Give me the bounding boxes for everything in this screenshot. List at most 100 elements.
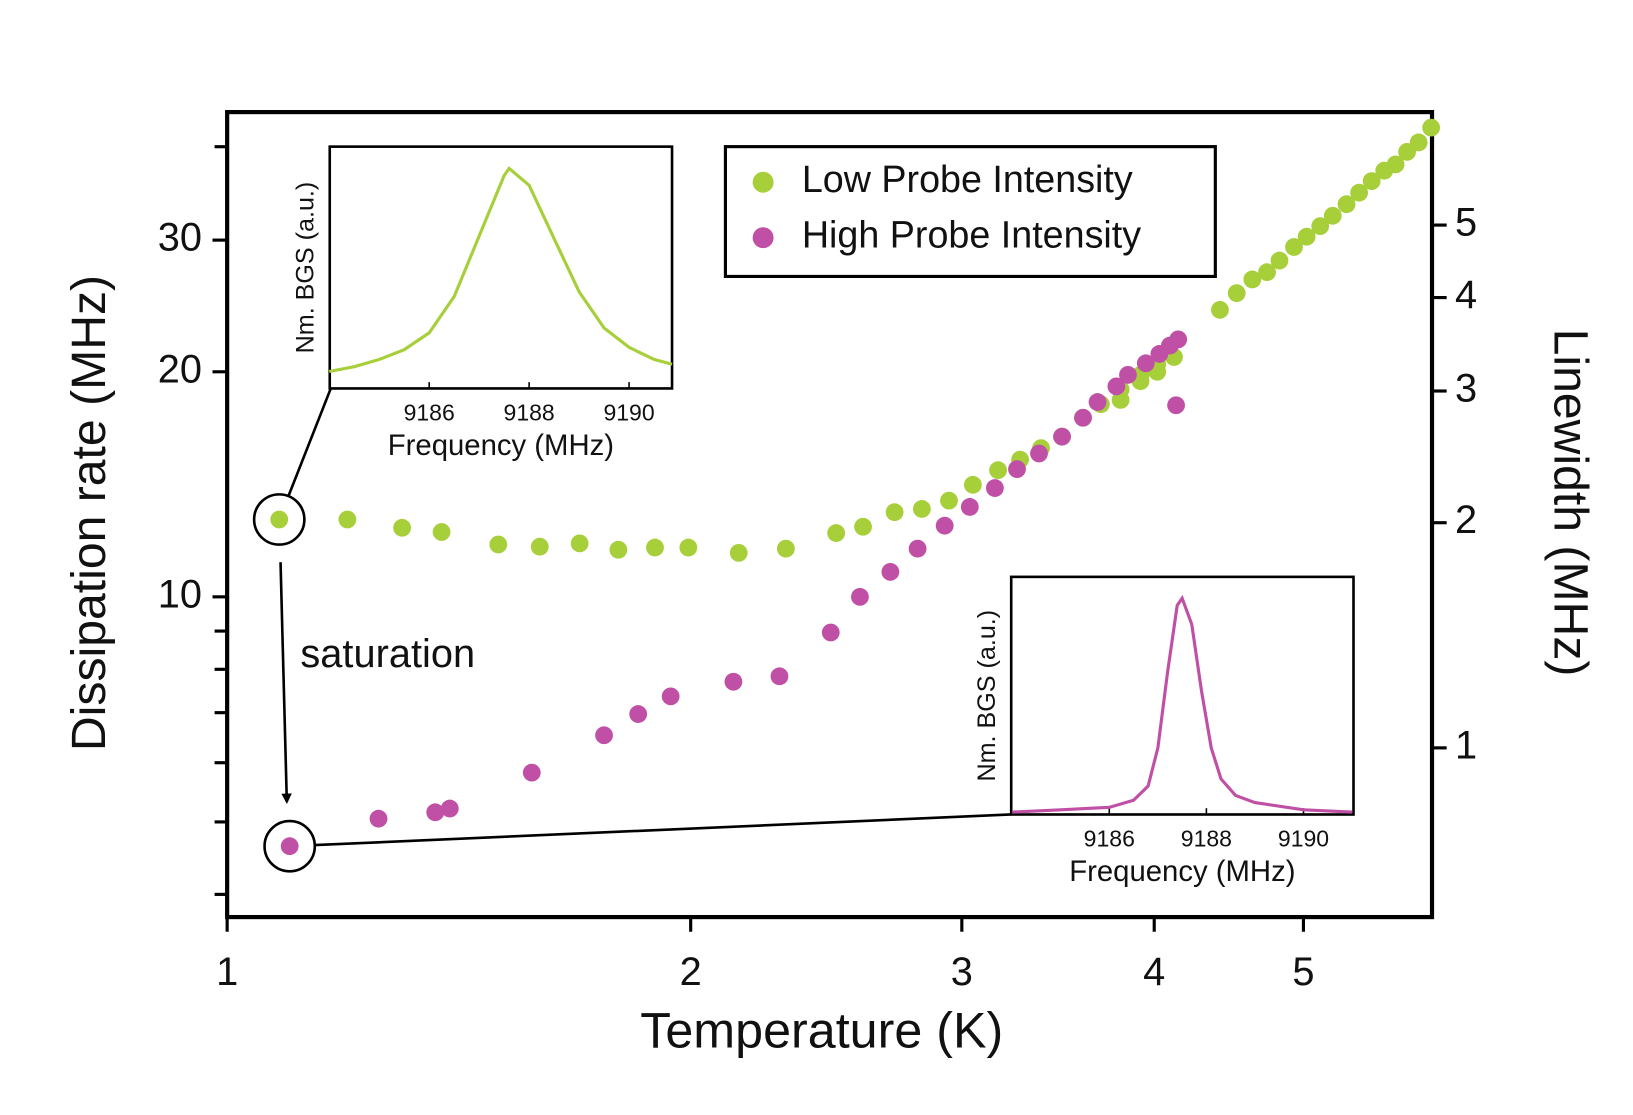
inset-x-tick-label: 9188 <box>1181 826 1232 852</box>
data-point <box>935 516 954 535</box>
x-axis-title: Temperature (K) <box>640 1003 1003 1059</box>
y-tick-label: 30 <box>158 216 202 260</box>
data-point <box>270 510 289 529</box>
callout-circle <box>263 819 317 873</box>
data-point <box>629 705 648 723</box>
y-tick-label: 10 <box>158 572 202 616</box>
legend-marker <box>752 227 774 249</box>
data-point <box>595 726 613 745</box>
data-point <box>1270 251 1289 270</box>
inset-frame <box>1009 575 1355 816</box>
callout-line <box>287 387 333 497</box>
data-point <box>770 667 789 686</box>
data-point <box>530 537 549 556</box>
data-point <box>1311 217 1330 236</box>
data-point <box>661 687 680 706</box>
data-point <box>1030 444 1048 463</box>
inset-x-tick-label: 9188 <box>504 400 555 426</box>
legend-box <box>723 145 1217 279</box>
data-point <box>426 803 445 822</box>
inset-x-title: Frequency (MHz) <box>1069 855 1295 888</box>
data-point <box>1107 377 1126 396</box>
data-point <box>940 491 958 510</box>
data-point <box>1422 118 1441 137</box>
data-point <box>960 498 979 516</box>
y2-tick-label: 5 <box>1455 201 1477 245</box>
data-point <box>1227 284 1246 303</box>
data-point <box>1258 263 1276 282</box>
data-point <box>1323 206 1342 225</box>
data-point <box>1053 427 1071 446</box>
y2-tick-label: 1 <box>1455 723 1477 767</box>
data-point <box>1111 391 1130 409</box>
x-tick-label: 4 <box>1143 950 1165 994</box>
y-axis-title: Dissipation rate (MHz) <box>62 275 116 751</box>
data-point <box>393 518 411 537</box>
data-point <box>908 539 927 558</box>
data-point <box>1337 195 1356 214</box>
data-point <box>489 535 508 554</box>
data-point <box>1008 460 1026 479</box>
data-point <box>1088 393 1107 411</box>
data-point <box>570 534 589 553</box>
data-point <box>1243 270 1262 289</box>
data-point <box>1136 354 1155 373</box>
data-point <box>989 461 1007 480</box>
data-point <box>679 538 698 557</box>
inset-curve <box>328 166 673 374</box>
inset-x-tick-label: 9190 <box>603 400 654 426</box>
plot-frame <box>225 109 1435 920</box>
callout-line <box>314 813 1012 847</box>
x-tick-label: 2 <box>680 950 702 994</box>
saturation-arrow <box>279 562 292 805</box>
data-point <box>609 540 628 559</box>
data-point <box>1350 183 1368 202</box>
y2-axis-title: Linewidth (MHz) <box>1543 329 1597 677</box>
data-point <box>776 539 795 558</box>
data-point <box>1119 365 1137 384</box>
data-point <box>885 503 904 522</box>
data-point <box>1362 172 1381 190</box>
data-point <box>280 837 299 856</box>
y2-tick-label: 3 <box>1455 367 1477 411</box>
legend-marker <box>752 171 774 193</box>
x-tick-label: 3 <box>951 950 973 994</box>
data-point <box>881 562 900 581</box>
data-point <box>1386 155 1405 174</box>
inset-x-tick-label: 9186 <box>1084 826 1135 852</box>
legend-label: Low Probe Intensity <box>802 158 1133 200</box>
data-point <box>821 623 840 642</box>
annotation: saturation <box>300 632 475 676</box>
callout-circle <box>252 493 306 546</box>
inset-curve <box>1012 594 1353 814</box>
layer: 1 2 3 4 5 10 20 30 1 2 3 4 5 Low Probe Intensity High … <box>158 118 1477 994</box>
data-point <box>1211 300 1229 319</box>
y2-tick-label: 2 <box>1455 498 1477 542</box>
legend-label: High Probe Intensity <box>802 214 1141 256</box>
data-point <box>646 538 664 557</box>
data-point <box>1285 238 1303 256</box>
data-point <box>985 479 1004 497</box>
data-point <box>854 517 872 536</box>
data-point <box>1167 396 1185 415</box>
inset-y-title: Nm. BGS (a.u.) <box>291 182 319 354</box>
y2-tick-label: 4 <box>1455 273 1477 317</box>
data-point <box>912 500 931 518</box>
data-point <box>724 672 743 691</box>
x-tick-label: 1 <box>216 950 238 994</box>
data-point <box>1074 408 1092 427</box>
data-point <box>432 523 451 541</box>
data-point <box>522 763 541 782</box>
data-point <box>1169 330 1188 349</box>
data-point <box>369 809 388 828</box>
data-point <box>827 524 846 542</box>
x-tick-label: 5 <box>1292 950 1314 994</box>
data-point <box>338 510 357 529</box>
data-point <box>440 799 459 818</box>
data-point <box>963 475 982 494</box>
data-point <box>851 587 869 606</box>
inset-y-title: Nm. BGS (a.u.) <box>973 610 1001 782</box>
inset-x-tick-label: 9190 <box>1278 826 1329 852</box>
data-point <box>729 543 748 562</box>
